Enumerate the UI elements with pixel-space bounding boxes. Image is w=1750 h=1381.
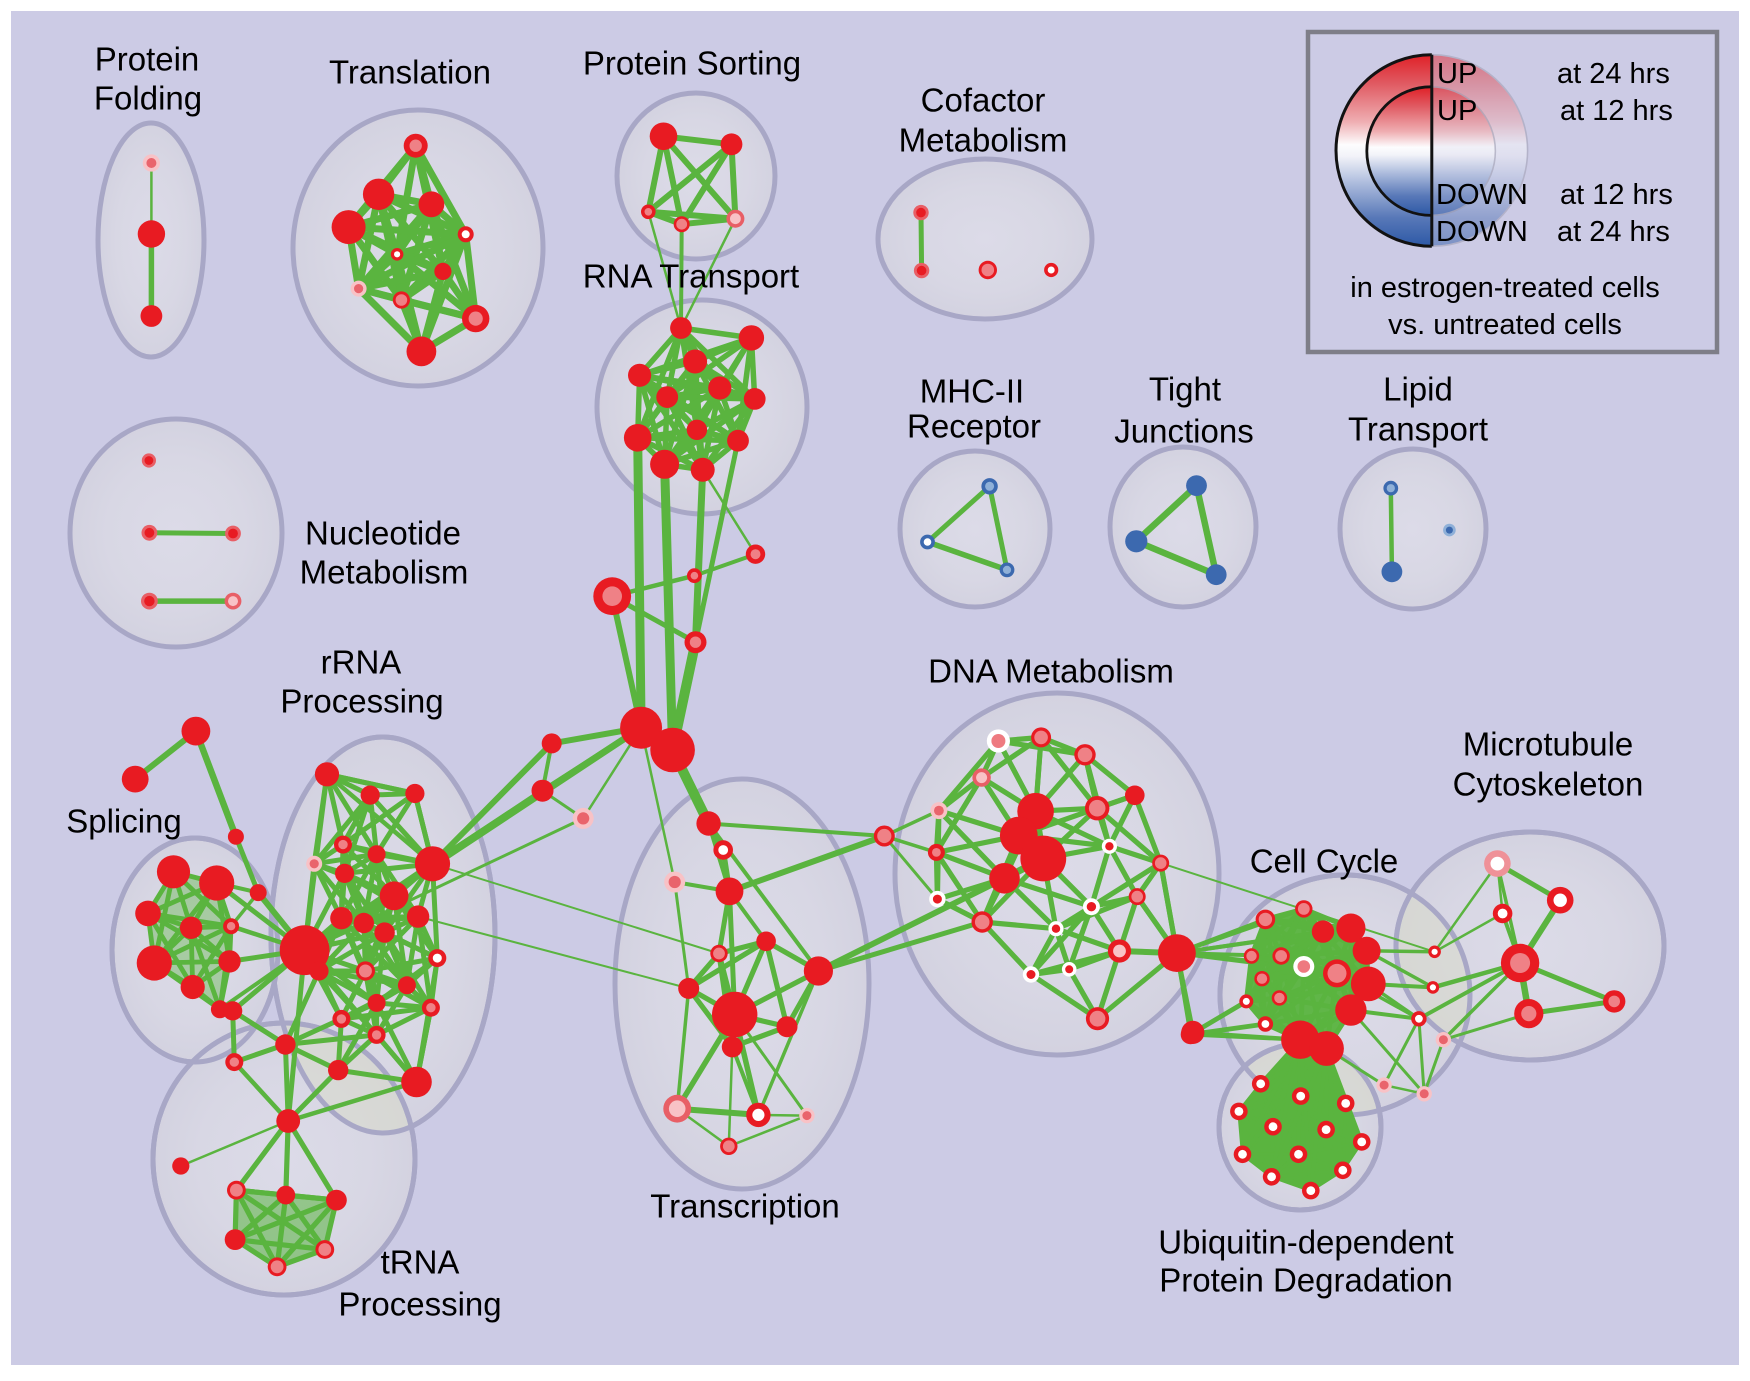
svg-text:Microtubule: Microtubule: [1463, 726, 1634, 763]
svg-text:Nucleotide: Nucleotide: [305, 515, 461, 552]
svg-text:at 24 hrs: at 24 hrs: [1557, 58, 1670, 90]
svg-text:Cofactor: Cofactor: [921, 82, 1046, 119]
svg-text:Cell Cycle: Cell Cycle: [1250, 843, 1399, 880]
svg-text:tRNA: tRNA: [381, 1244, 460, 1281]
svg-text:DOWN: DOWN: [1436, 216, 1528, 248]
svg-text:Folding: Folding: [94, 80, 202, 117]
svg-text:UP: UP: [1437, 58, 1477, 90]
svg-text:DOWN: DOWN: [1436, 179, 1528, 211]
svg-text:rRNA: rRNA: [321, 644, 402, 681]
svg-text:UP: UP: [1437, 95, 1477, 127]
svg-text:Junctions: Junctions: [1114, 413, 1253, 450]
svg-text:Protein: Protein: [95, 41, 200, 78]
svg-text:DNA Metabolism: DNA Metabolism: [928, 653, 1174, 690]
svg-text:in estrogen-treated cells: in estrogen-treated cells: [1350, 272, 1660, 304]
svg-text:MHC-II: MHC-II: [920, 373, 1024, 410]
svg-text:at 12 hrs: at 12 hrs: [1560, 179, 1673, 211]
svg-text:Translation: Translation: [329, 54, 491, 91]
svg-text:at 24 hrs: at 24 hrs: [1557, 216, 1670, 248]
svg-text:Processing: Processing: [280, 683, 443, 720]
svg-text:Transcription: Transcription: [650, 1188, 840, 1225]
svg-text:vs. untreated cells: vs. untreated cells: [1388, 309, 1622, 341]
svg-text:Metabolism: Metabolism: [300, 554, 469, 591]
svg-text:Transport: Transport: [1348, 411, 1488, 448]
svg-text:Receptor: Receptor: [907, 408, 1041, 445]
svg-text:Cytoskeleton: Cytoskeleton: [1453, 766, 1644, 803]
svg-text:RNA Transport: RNA Transport: [583, 258, 799, 295]
svg-text:Protein Degradation: Protein Degradation: [1159, 1262, 1453, 1299]
svg-text:Processing: Processing: [338, 1286, 501, 1323]
svg-text:Lipid: Lipid: [1383, 371, 1453, 408]
svg-text:Metabolism: Metabolism: [899, 122, 1068, 159]
svg-text:at 12 hrs: at 12 hrs: [1560, 95, 1673, 127]
svg-text:Ubiquitin-dependent: Ubiquitin-dependent: [1158, 1224, 1453, 1261]
svg-text:Tight: Tight: [1149, 371, 1221, 408]
svg-text:Splicing: Splicing: [66, 803, 182, 840]
svg-text:Protein Sorting: Protein Sorting: [583, 45, 801, 82]
